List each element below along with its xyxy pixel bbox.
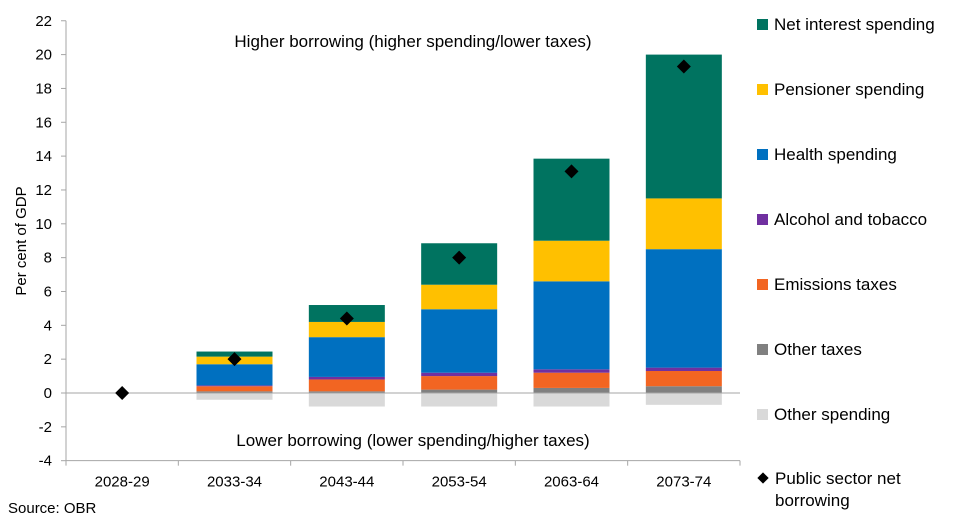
legend-item: Health spending [757,144,954,166]
bar-alcohol-and-tobacco-2063-64 [533,369,610,373]
bar-other-taxes-2053-54 [421,389,498,393]
chart-area: -4 -2 0 2 4 6 8 10 12 14 16 18 20 22 2028-29 2033-34 204… [13,13,741,491]
bar-emissions-taxes-2063-64 [533,372,610,388]
bar-health-spending-2073-74 [645,249,722,368]
marker-psnb-2043-44 [339,311,354,326]
y-tick-label: 8 [44,250,52,267]
bar-alcohol-and-tobacco-2053-54 [421,372,498,377]
y-tick-label: 10 [35,216,52,233]
x-tick-label: 2043-44 [319,474,374,491]
legend-label: Public sector net borrowing [775,469,901,510]
bar-other-spending-2053-54 [421,393,498,407]
y-tick-label: 14 [35,148,52,165]
annotation-top: Higher borrowing (higher spending/lower … [234,32,591,51]
y-tick-label: 22 [35,13,52,30]
legend-label: Other spending [774,405,891,424]
bars-group [196,54,722,407]
bar-net-interest-spending-2073-74 [645,54,722,199]
legend-swatch [757,279,768,290]
y-axis-label: Per cent of GDP [13,186,30,295]
legend-swatch [757,344,768,355]
y-tick-label: -4 [39,453,52,470]
bar-health-spending-2053-54 [421,309,498,373]
legend-diamond-icon [757,472,769,484]
legend-item: Other spending [757,404,954,426]
legend-label: Pensioner spending [774,80,925,99]
bar-emissions-taxes-2053-54 [421,376,498,390]
marker-psnb-2063-64 [564,164,579,179]
bar-other-spending-2073-74 [645,393,722,405]
y-tick-label: 16 [35,114,52,131]
bar-other-spending-2033-34 [196,393,273,400]
bar-alcohol-and-tobacco-2043-44 [308,376,385,380]
markers-group [115,59,691,400]
bar-other-spending-2043-44 [308,393,385,407]
bar-health-spending-2033-34 [196,364,273,386]
x-tick-label: 2033-34 [207,474,262,491]
marker-psnb-2033-34 [227,352,242,367]
marker-psnb-2028-29 [115,386,130,400]
annotation-bottom: Lower borrowing (lower spending/higher t… [236,431,589,450]
axes-group: -4 -2 0 2 4 6 8 10 12 14 16 18 20 22 2028-29 2033-34 204… [35,13,741,491]
x-tick-label: 2028-29 [95,474,150,491]
y-tick-label: 12 [35,182,52,199]
y-tick-label: 20 [35,47,52,64]
legend-label: Other taxes [774,340,862,359]
legend-swatch [757,84,768,95]
legend-label: Health spending [774,145,897,164]
y-tick-label: 0 [44,385,52,402]
legend-item: Pensioner spending [757,79,954,101]
bar-other-taxes-2063-64 [533,387,610,393]
bar-health-spending-2063-64 [533,281,610,370]
legend-swatch [757,409,768,420]
marker-psnb-2053-54 [452,250,467,265]
bar-emissions-taxes-2073-74 [645,371,722,387]
legend-label: Emissions taxes [774,275,897,294]
legend-swatch [757,149,768,160]
bar-pensioner-spending-2073-74 [645,198,722,250]
legend-item: Net interest spending [757,14,954,36]
source-note: Source: OBR [8,500,97,517]
x-tick-label: 2073-74 [656,474,711,491]
legend: Net interest spending Pensioner spending H… [757,0,957,510]
x-tick-label: 2053-54 [432,474,487,491]
legend-item: Public sector net borrowing [757,468,935,512]
bar-alcohol-and-tobacco-2033-34 [196,385,273,387]
y-tick-label: 4 [44,317,52,334]
bar-pensioner-spending-2053-54 [421,284,498,310]
y-tick-label: 6 [44,283,52,300]
legend-item: Emissions taxes [757,274,954,296]
bar-health-spending-2043-44 [308,337,385,377]
bar-emissions-taxes-2033-34 [196,386,273,392]
bar-other-taxes-2043-44 [308,391,385,393]
legend-label: Net interest spending [774,15,935,34]
legend-item: Alcohol and tobacco [757,209,954,231]
bar-other-taxes-2033-34 [196,391,273,393]
legend-swatch [757,214,768,225]
y-tick-label: 18 [35,80,52,97]
bar-other-spending-2063-64 [533,393,610,407]
bar-alcohol-and-tobacco-2073-74 [645,367,722,372]
bar-emissions-taxes-2043-44 [308,379,385,392]
bar-pensioner-spending-2043-44 [308,321,385,338]
legend-label: Alcohol and tobacco [774,210,928,229]
y-tick-label: 2 [44,351,52,368]
legend-swatch [757,19,768,30]
y-tick-label: -2 [39,419,52,436]
bar-other-taxes-2073-74 [645,386,722,393]
marker-psnb-2073-74 [676,59,691,74]
legend-item: Other taxes [757,339,954,361]
x-tick-label: 2063-64 [544,474,599,491]
bar-pensioner-spending-2063-64 [533,240,610,282]
